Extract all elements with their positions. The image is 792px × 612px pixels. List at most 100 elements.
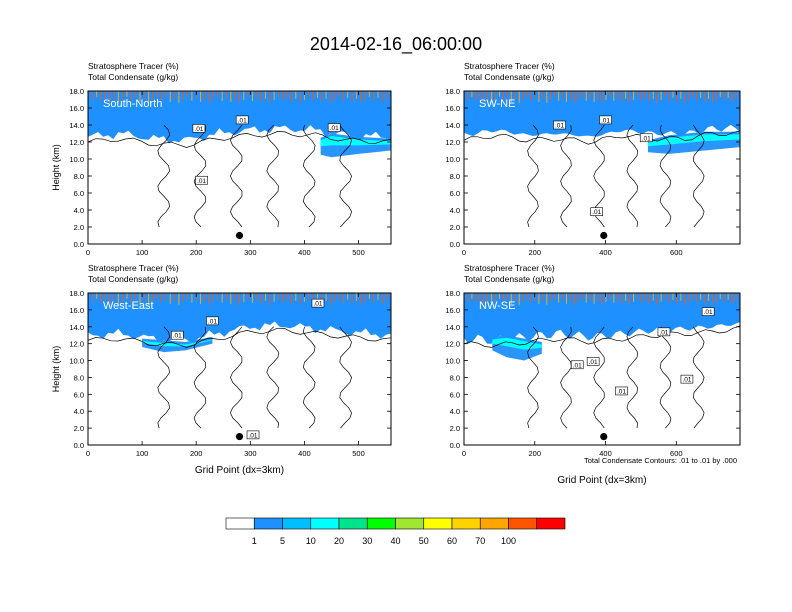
x-tick-label: 200 bbox=[529, 248, 542, 257]
y-tick-label: 4.0 bbox=[74, 206, 84, 215]
y-tick-label: 10.0 bbox=[69, 357, 84, 366]
condensate-contour bbox=[302, 326, 316, 429]
y-tick-label: 4.0 bbox=[450, 206, 460, 215]
y-tick-label: 16.0 bbox=[445, 306, 460, 315]
contour-label-box bbox=[235, 115, 249, 125]
contour-label: .01 bbox=[573, 362, 582, 369]
y-tick-label: 2.0 bbox=[74, 223, 84, 232]
plot-area: .01 .01 .01 .01 bbox=[88, 91, 391, 244]
colorbar-box-1 bbox=[253, 517, 283, 530]
plot-frame bbox=[463, 90, 741, 245]
y-tick-label: 0.0 bbox=[74, 441, 84, 450]
y-tick-label: 12.0 bbox=[445, 340, 460, 349]
y-tick-label: 0.0 bbox=[74, 240, 84, 249]
y-tick-label: 2.0 bbox=[450, 223, 460, 232]
y-tick-label: 6.0 bbox=[450, 390, 460, 399]
y-tick-label: 18.0 bbox=[69, 289, 84, 298]
condensate-core bbox=[320, 136, 391, 147]
tracer-contour bbox=[464, 130, 740, 145]
contour-label: .01 bbox=[194, 126, 203, 133]
y-tick-label: 16.0 bbox=[69, 104, 84, 113]
y-tick-label: 6.0 bbox=[74, 189, 84, 198]
y-axis-label: Height (km) bbox=[51, 144, 61, 191]
location-marker bbox=[235, 432, 244, 441]
y-tick-label: 12.0 bbox=[445, 138, 460, 147]
condensate-contour bbox=[626, 124, 638, 228]
y-tick-label: 0.0 bbox=[450, 441, 460, 450]
panel-subtitle: Stratosphere Tracer (%) bbox=[464, 263, 555, 273]
contour-label-box bbox=[195, 175, 208, 185]
x-axis-label: Grid Point (dx=3km) bbox=[557, 475, 646, 486]
contour-label: .01 bbox=[642, 135, 651, 142]
x-tick-label: 300 bbox=[244, 248, 257, 257]
contour-label: .01 bbox=[589, 359, 598, 366]
panel-west-east: .01 .01 .01 .01 West-East Stratosphere Tracer… bbox=[51, 263, 392, 476]
condensate-contour bbox=[230, 124, 243, 228]
panels-group: .01 .01 .01 .01 South-North Stratosphere Trac… bbox=[51, 61, 741, 486]
colorbar-box-8 bbox=[451, 517, 481, 530]
contour-label: .01 bbox=[330, 125, 339, 132]
y-tick-label: 10.0 bbox=[445, 357, 460, 366]
condensate-contour bbox=[339, 326, 352, 429]
colorbar-box-9 bbox=[479, 517, 509, 530]
y-tick-label: 10.0 bbox=[69, 155, 84, 164]
contour-label-box bbox=[657, 327, 671, 337]
colorbar-box-4 bbox=[338, 517, 368, 530]
contour-label: .01 bbox=[208, 318, 217, 325]
panel-subtitle: Stratosphere Tracer (%) bbox=[464, 61, 555, 71]
y-tick-label: 16.0 bbox=[445, 104, 460, 113]
condensate-contour bbox=[659, 124, 672, 228]
y-tick-label: 14.0 bbox=[445, 323, 460, 332]
contour-label-box bbox=[246, 430, 260, 440]
tracer-contour bbox=[88, 131, 391, 148]
plot-area: .01 .01 .01 .01 .01 .01 bbox=[464, 293, 740, 445]
colorbar-box-10 bbox=[508, 517, 538, 530]
x-tick-label: 600 bbox=[670, 449, 683, 458]
x-axis-label: Grid Point (dx=3km) bbox=[195, 465, 284, 476]
condensate-core bbox=[648, 134, 740, 147]
colorbar-box-7 bbox=[423, 517, 453, 530]
panel-subtitle: Total Condensate (g/kg) bbox=[88, 72, 178, 82]
y-tick-label: 0.0 bbox=[450, 240, 460, 249]
plot-frame bbox=[463, 292, 741, 446]
tracer-contour bbox=[464, 325, 740, 348]
contour-label: .01 bbox=[592, 209, 601, 216]
y-axis-label: Height (km) bbox=[51, 346, 61, 393]
panel-label: West-East bbox=[103, 300, 154, 312]
colorbar-box-0 bbox=[225, 517, 255, 530]
colorbar-label: 40 bbox=[390, 536, 400, 546]
x-tick-label: 200 bbox=[190, 248, 203, 257]
tracer-band-1 bbox=[464, 293, 740, 344]
contour-label-box bbox=[701, 307, 715, 316]
panel-subtitle: Stratosphere Tracer (%) bbox=[88, 61, 179, 71]
y-tick-label: 16.0 bbox=[69, 306, 84, 315]
x-tick-label: 400 bbox=[298, 449, 311, 458]
x-tick-label: 0 bbox=[86, 449, 90, 458]
contour-label-box bbox=[311, 298, 325, 308]
x-tick-label: 200 bbox=[190, 449, 203, 458]
condensate-contour bbox=[560, 124, 572, 228]
colorbar-box-2 bbox=[282, 517, 312, 530]
y-tick-label: 14.0 bbox=[69, 121, 84, 130]
contour-label: .01 bbox=[601, 117, 610, 124]
condensate-contour bbox=[626, 326, 638, 429]
y-tick-label: 12.0 bbox=[69, 138, 84, 147]
y-tick-label: 8.0 bbox=[450, 373, 460, 382]
panel-nw-se: .01 .01 .01 .01 .01 .01 NW-SE Stratosphere Trac… bbox=[445, 263, 741, 486]
y-tick-label: 6.0 bbox=[450, 189, 460, 198]
plot-area: .01 .01 .01 .01 bbox=[464, 91, 740, 244]
contour-label-box bbox=[206, 316, 219, 326]
location-marker bbox=[235, 231, 244, 240]
y-tick-label: 14.0 bbox=[69, 323, 84, 332]
contour-label-box bbox=[639, 133, 653, 143]
y-tick-label: 10.0 bbox=[445, 155, 460, 164]
plot-area: .01 .01 .01 .01 bbox=[88, 293, 391, 445]
contour-label-box bbox=[680, 374, 694, 384]
condensate-contour bbox=[659, 326, 672, 429]
x-tick-label: 200 bbox=[529, 449, 542, 458]
contour-label: .01 bbox=[682, 377, 691, 384]
contour-label: .01 bbox=[313, 301, 322, 308]
x-tick-label: 600 bbox=[670, 248, 683, 257]
x-tick-label: 0 bbox=[462, 248, 466, 257]
